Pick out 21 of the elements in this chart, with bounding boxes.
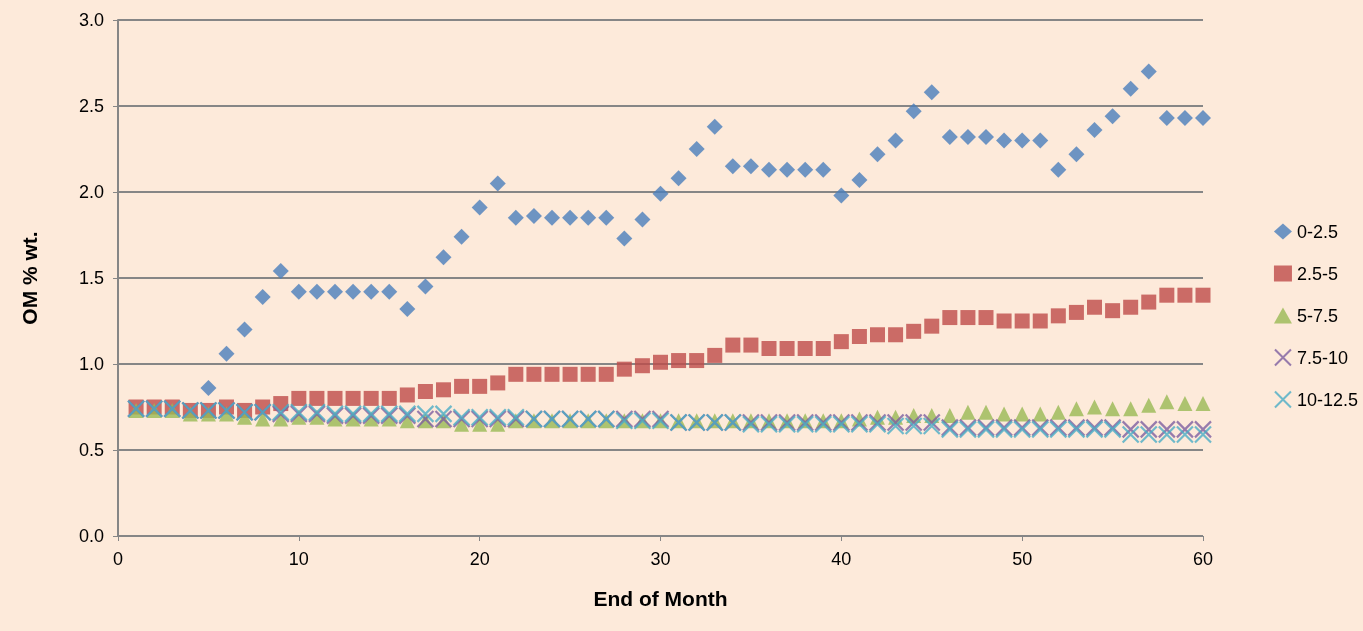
y-tick-label: 1.0 bbox=[78, 354, 104, 374]
y-tick-label: 0.0 bbox=[78, 526, 104, 546]
x-axis-title: End of Month bbox=[593, 587, 728, 610]
y-axis-title: OM % wt. bbox=[18, 231, 41, 325]
legend-label: 5-7.5 bbox=[1296, 305, 1338, 326]
x-tick-label: 10 bbox=[288, 549, 309, 569]
y-tick-label: 1.5 bbox=[78, 268, 104, 288]
legend-label: 2.5-5 bbox=[1296, 263, 1338, 284]
x-tick-label: 40 bbox=[831, 549, 852, 569]
legend-label: 7.5-10 bbox=[1296, 347, 1348, 368]
legend-label: 10-12.5 bbox=[1296, 389, 1359, 410]
y-tick-label: 0.5 bbox=[78, 440, 104, 460]
y-tick-label: 2.5 bbox=[78, 96, 104, 116]
x-tick-label: 30 bbox=[650, 549, 671, 569]
x-tick-label: 20 bbox=[469, 549, 490, 569]
x-tick-label: 0 bbox=[112, 549, 124, 569]
y-tick-label: 3.0 bbox=[78, 10, 104, 30]
x-tick-label: 60 bbox=[1192, 549, 1214, 569]
legend-label: 0-2.5 bbox=[1296, 221, 1338, 242]
y-tick-label: 2.0 bbox=[78, 182, 104, 202]
x-tick-label: 50 bbox=[1012, 549, 1033, 569]
